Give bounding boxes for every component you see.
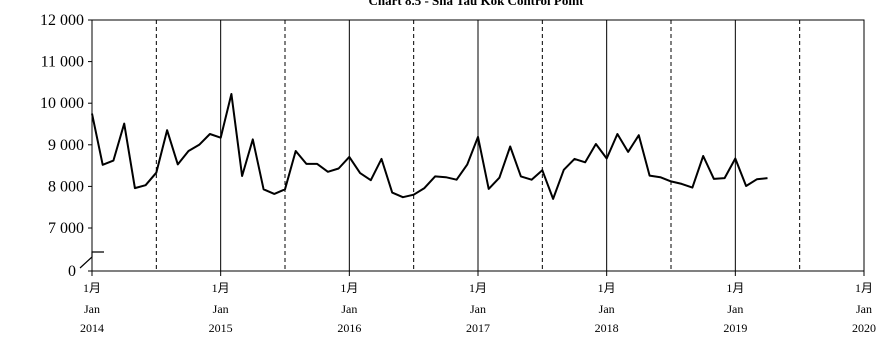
x-tick-month: 1月 (598, 281, 616, 295)
y-tick-label: 10 000 (40, 95, 84, 112)
x-tick-year: 2018 (595, 321, 619, 335)
x-tick-jan: Jan (84, 302, 100, 316)
y-tick-label: 12 000 (40, 12, 84, 29)
x-tick-year: 2019 (723, 321, 747, 335)
x-tick-month: 1月 (212, 281, 230, 295)
x-tick-month: 1月 (726, 281, 744, 295)
chart-title: Chart 8.5 - Sha Tau Kok Control Point (368, 0, 584, 8)
x-tick-jan: Jan (599, 302, 615, 316)
x-tick-year: 2014 (80, 321, 104, 335)
x-tick-jan: Jan (341, 302, 357, 316)
gridlines (155, 20, 801, 271)
y-tick-label: 8 000 (48, 178, 84, 195)
x-tick-year: 2016 (337, 321, 361, 335)
plot-area-frame (91, 19, 865, 272)
series-layer (91, 93, 768, 200)
y-axis: 7 000 8 000 9 000 10 000 11 000 12 000 0 (40, 12, 104, 280)
x-tick-jan: Jan (470, 302, 486, 316)
x-tick-month: 1月 (855, 281, 873, 295)
x-tick-month: 1月 (340, 281, 358, 295)
x-tick-year: 2015 (209, 321, 233, 335)
x-tick-month: 1月 (83, 281, 101, 295)
x-tick-jan: Jan (856, 302, 872, 316)
x-tick-jan: Jan (213, 302, 229, 316)
x-tick-year: 2017 (466, 321, 490, 335)
x-axis: 1月 Jan 2014 1月 Jan 2015 1月 Jan 2016 1月 Jan 2017 1月 Ja… (80, 271, 876, 335)
y-tick-label: 11 000 (41, 54, 84, 71)
y-tick-label: 9 000 (48, 137, 84, 154)
x-tick-jan: Jan (727, 302, 743, 316)
y-tick-label: 7 000 (48, 220, 84, 237)
x-tick-year: 2020 (852, 321, 876, 335)
series-line (91, 93, 768, 200)
y-tick-label-zero: 0 (68, 263, 76, 280)
x-tick-month: 1月 (469, 281, 487, 295)
